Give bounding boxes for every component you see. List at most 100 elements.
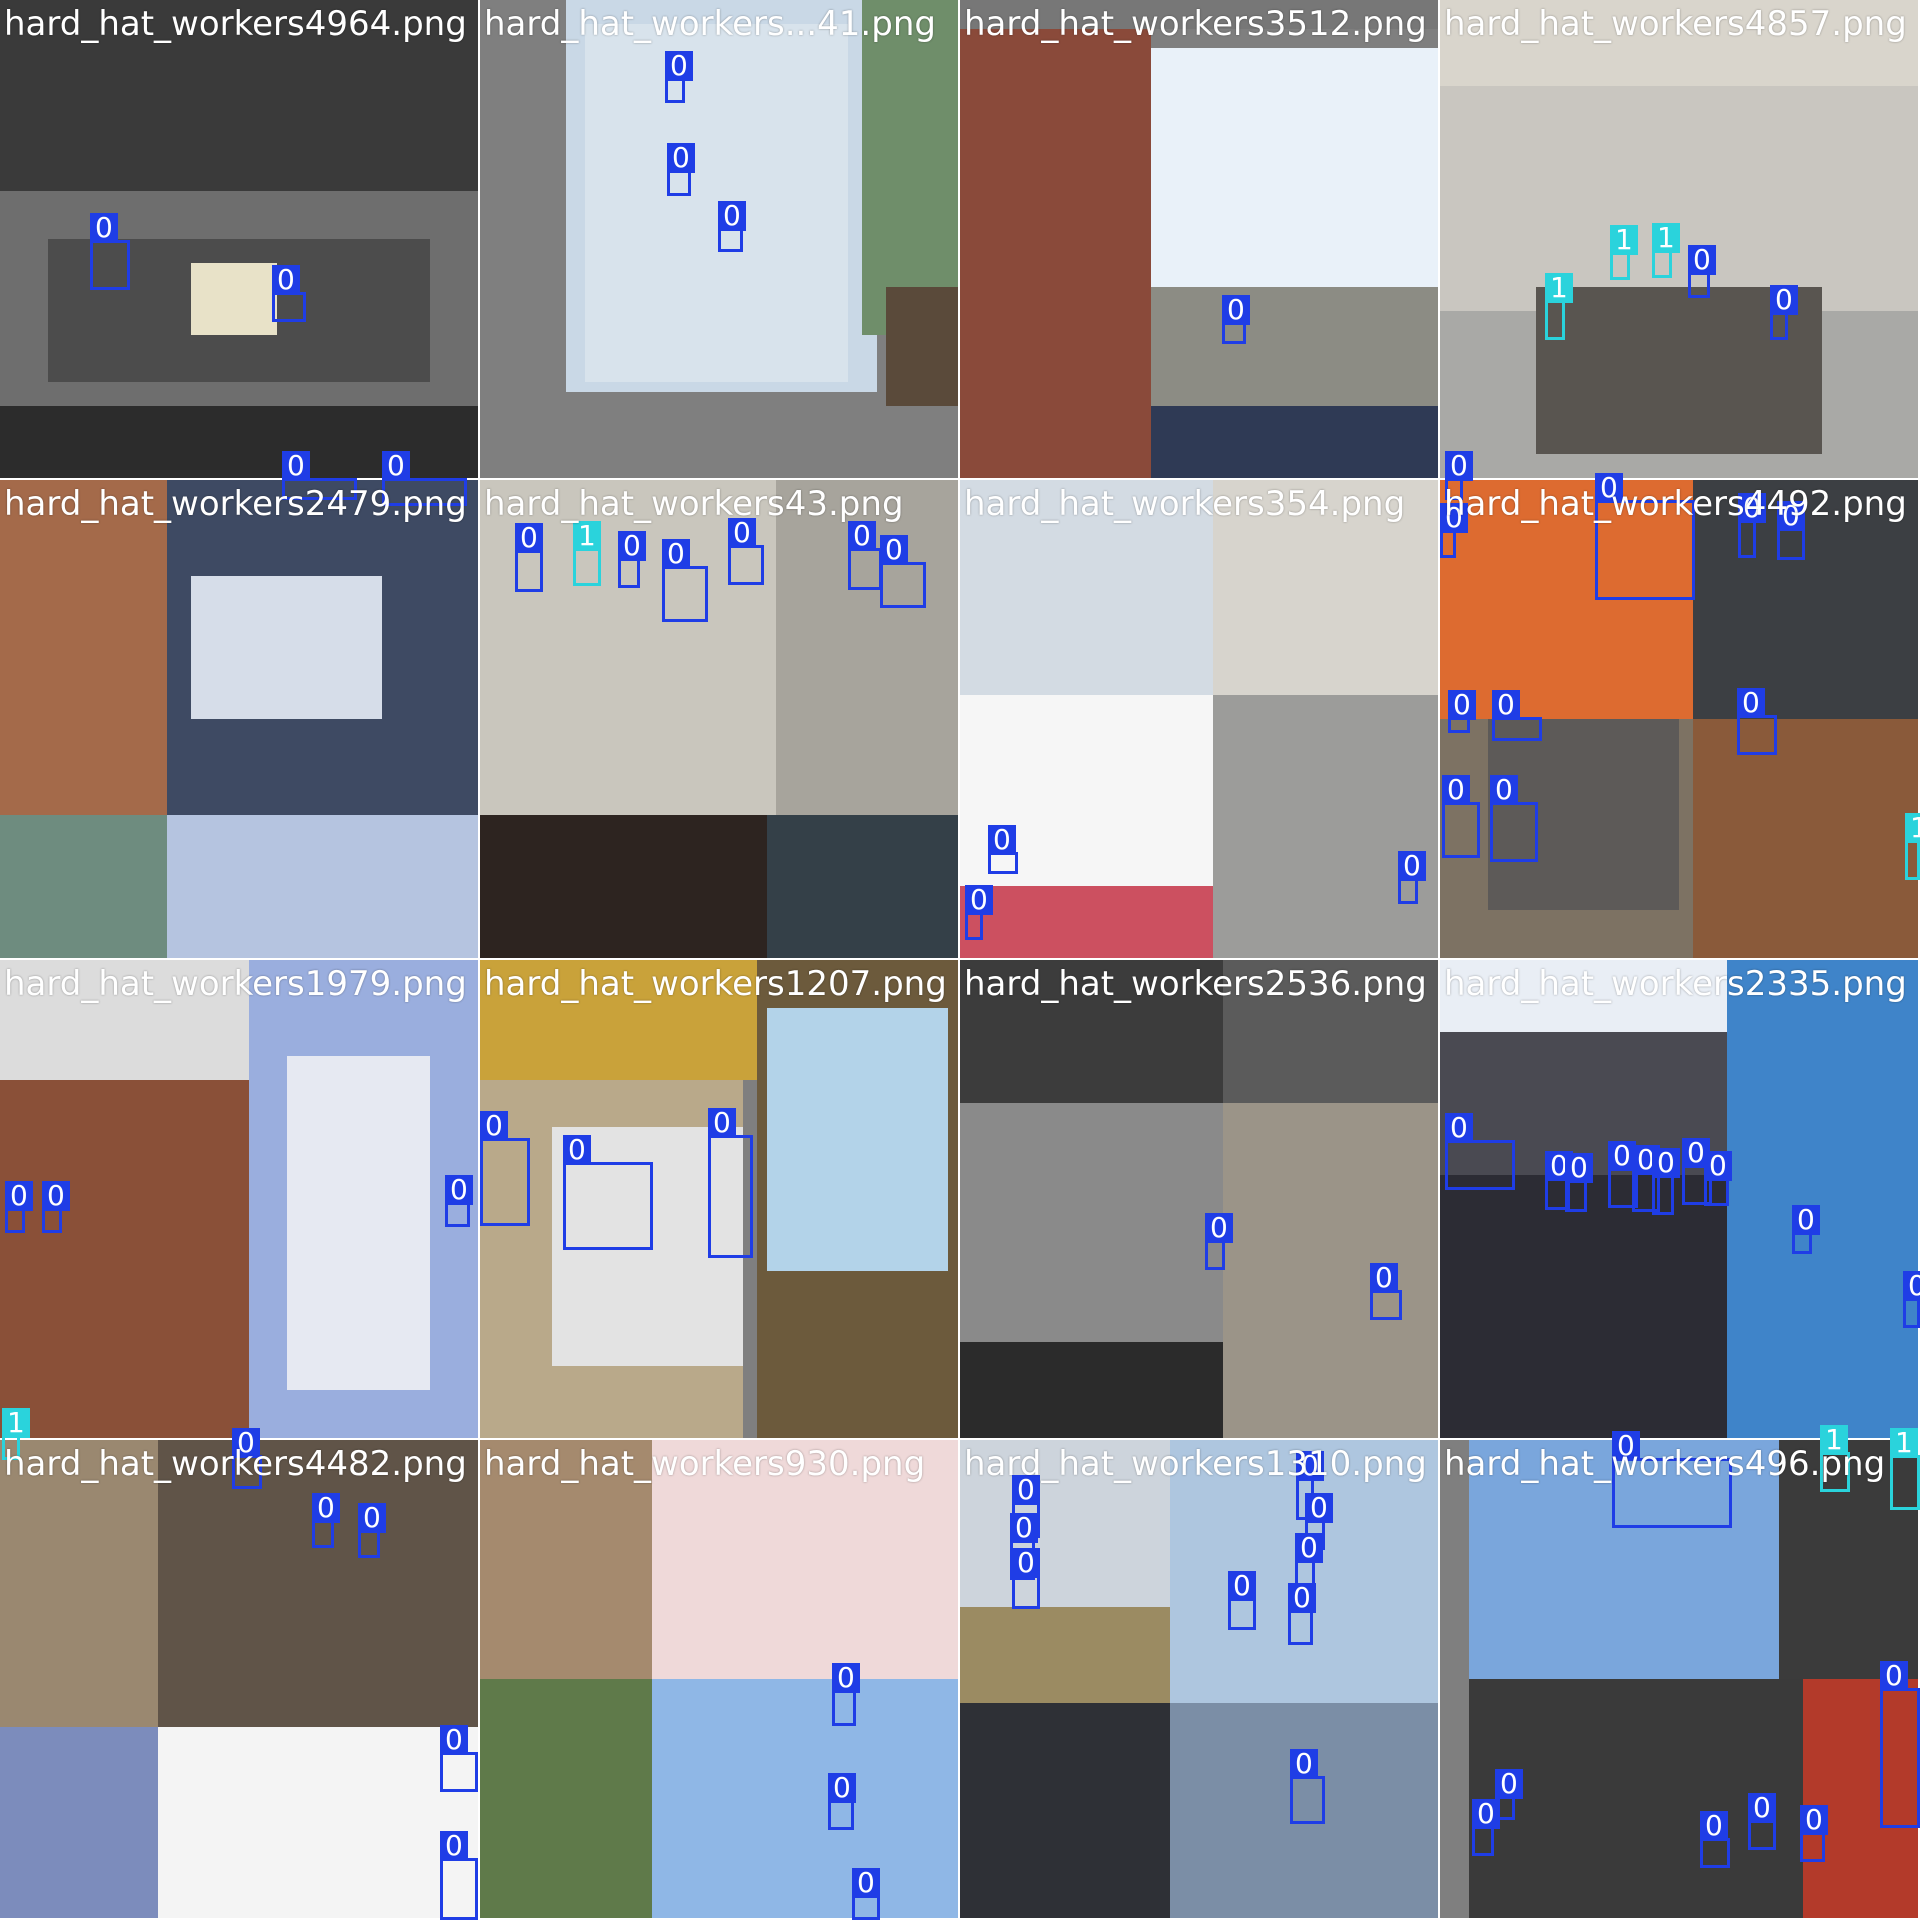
photo-region xyxy=(0,480,168,815)
class-label: 0 xyxy=(1612,1431,1640,1461)
class-label: 0 xyxy=(1608,1141,1636,1171)
class-label: 0 xyxy=(1903,1271,1920,1301)
mosaic-tile: hard_hat_workers354.png xyxy=(960,480,1438,958)
photo-region xyxy=(191,575,383,719)
class-label: 0 xyxy=(42,1181,70,1211)
tile-filename: hard_hat_workers4482.png xyxy=(4,1444,467,1484)
class-label: 0 xyxy=(563,1135,591,1165)
class-label: 0 xyxy=(440,1831,468,1861)
class-label: 0 xyxy=(852,1868,880,1898)
photo-region xyxy=(960,960,1223,1104)
detection-box: 0 xyxy=(382,451,467,506)
tile-filename: hard_hat_workers2335.png xyxy=(1444,964,1907,1004)
class-label: 0 xyxy=(1445,1113,1473,1143)
mosaic-tile: hard_hat_workers4482.png xyxy=(0,1440,478,1918)
tile-filename: hard_hat_workers3512.png xyxy=(964,4,1427,44)
class-label: 0 xyxy=(282,451,310,481)
detection-box: 0 xyxy=(272,265,306,322)
class-label: 0 xyxy=(440,1725,468,1755)
detection-box: 1 xyxy=(1545,273,1573,340)
class-label: 1 xyxy=(1610,225,1638,255)
detection-box: 0 xyxy=(1440,503,1468,558)
class-label: 0 xyxy=(1398,851,1426,881)
photo-region xyxy=(960,0,1152,478)
detection-box: 0 xyxy=(1398,851,1426,904)
photo-region xyxy=(1468,1679,1804,1918)
class-label: 0 xyxy=(1792,1205,1820,1235)
tile-filename: hard_hat_workers2536.png xyxy=(964,964,1427,1004)
photo-region xyxy=(652,1679,958,1918)
class-label: 0 xyxy=(1700,1811,1728,1841)
class-label: 0 xyxy=(1442,775,1470,805)
photo-region xyxy=(1440,1440,1469,1918)
class-label: 0 xyxy=(1737,688,1765,718)
photo-region xyxy=(1440,71,1918,311)
detection-box: 0 xyxy=(832,1663,860,1726)
tile-photo xyxy=(0,0,478,478)
class-label: 0 xyxy=(1010,1513,1038,1543)
class-label: 0 xyxy=(880,535,908,565)
detection-box: 0 xyxy=(667,143,695,196)
tile-photo xyxy=(960,1440,1438,1918)
class-label: 0 xyxy=(1595,473,1623,503)
detection-box: 0 xyxy=(852,1868,880,1920)
class-label: 0 xyxy=(1448,690,1476,720)
detection-box: 0 xyxy=(1012,1548,1040,1609)
photo-region xyxy=(480,1679,653,1918)
class-label: 0 xyxy=(445,1175,473,1205)
class-label: 1 xyxy=(1652,223,1680,253)
photo-region xyxy=(480,960,767,1080)
mosaic-tile: hard_hat_workers4964.png xyxy=(0,0,478,478)
photo-region xyxy=(1151,286,1438,431)
tile-photo xyxy=(960,960,1438,1438)
detection-box: 1 xyxy=(573,521,601,586)
detection-box: 0 xyxy=(480,1111,530,1226)
photo-region xyxy=(1222,1103,1438,1438)
class-label: 0 xyxy=(662,539,690,569)
class-label: 0 xyxy=(1770,285,1798,315)
detection-box: 0 xyxy=(1445,1113,1515,1190)
detection-box: 0 xyxy=(848,521,882,590)
detection-box: 0 xyxy=(358,1503,386,1558)
photo-region xyxy=(886,286,958,407)
class-label: 0 xyxy=(1440,503,1468,533)
tile-filename: hard_hat_workers4857.png xyxy=(1444,4,1907,44)
detection-box: 0 xyxy=(1612,1431,1732,1528)
class-label: 0 xyxy=(1012,1548,1040,1578)
detection-box: 0 xyxy=(708,1108,753,1258)
class-label: 0 xyxy=(1205,1213,1233,1243)
detection-box: 1 xyxy=(1652,223,1680,278)
detection-box: 0 xyxy=(1370,1263,1402,1320)
class-label: 0 xyxy=(1295,1533,1323,1563)
detection-box: 0 xyxy=(440,1831,478,1920)
tile-photo xyxy=(1440,1440,1918,1918)
detection-box: 1 xyxy=(1905,813,1920,880)
photo-region xyxy=(862,0,958,335)
detection-box: 0 xyxy=(312,1493,340,1548)
photo-region xyxy=(766,1007,949,1271)
photo-region xyxy=(1693,719,1918,958)
class-label: 0 xyxy=(1288,1583,1316,1613)
photo-region xyxy=(551,1127,743,1367)
detection-box: 0 xyxy=(42,1181,70,1233)
detection-box: 0 xyxy=(1737,688,1777,755)
mosaic-tile: hard_hat_workers2479.png xyxy=(0,480,478,958)
class-label: 0 xyxy=(1492,690,1520,720)
class-label: 0 xyxy=(728,518,756,548)
photo-region xyxy=(960,1607,1171,1703)
mosaic-tile: hard_hat_workers1979.png xyxy=(0,960,478,1438)
photo-region xyxy=(585,23,849,383)
photo-region xyxy=(157,1440,478,1727)
photo-region xyxy=(1151,47,1438,335)
detection-box: 0 xyxy=(1472,1799,1500,1856)
class-label: 0 xyxy=(5,1181,33,1211)
detection-box: 0 xyxy=(1448,690,1476,733)
class-label: 0 xyxy=(515,523,543,553)
class-label: 0 xyxy=(708,1108,736,1138)
detection-box: 0 xyxy=(1012,1475,1040,1538)
detection-box: 0 xyxy=(1290,1749,1325,1824)
detection-box: 0 xyxy=(1228,1571,1256,1630)
photo-region xyxy=(960,886,1214,958)
detection-box: 0 xyxy=(1652,1148,1680,1215)
tile-photo xyxy=(960,480,1438,958)
